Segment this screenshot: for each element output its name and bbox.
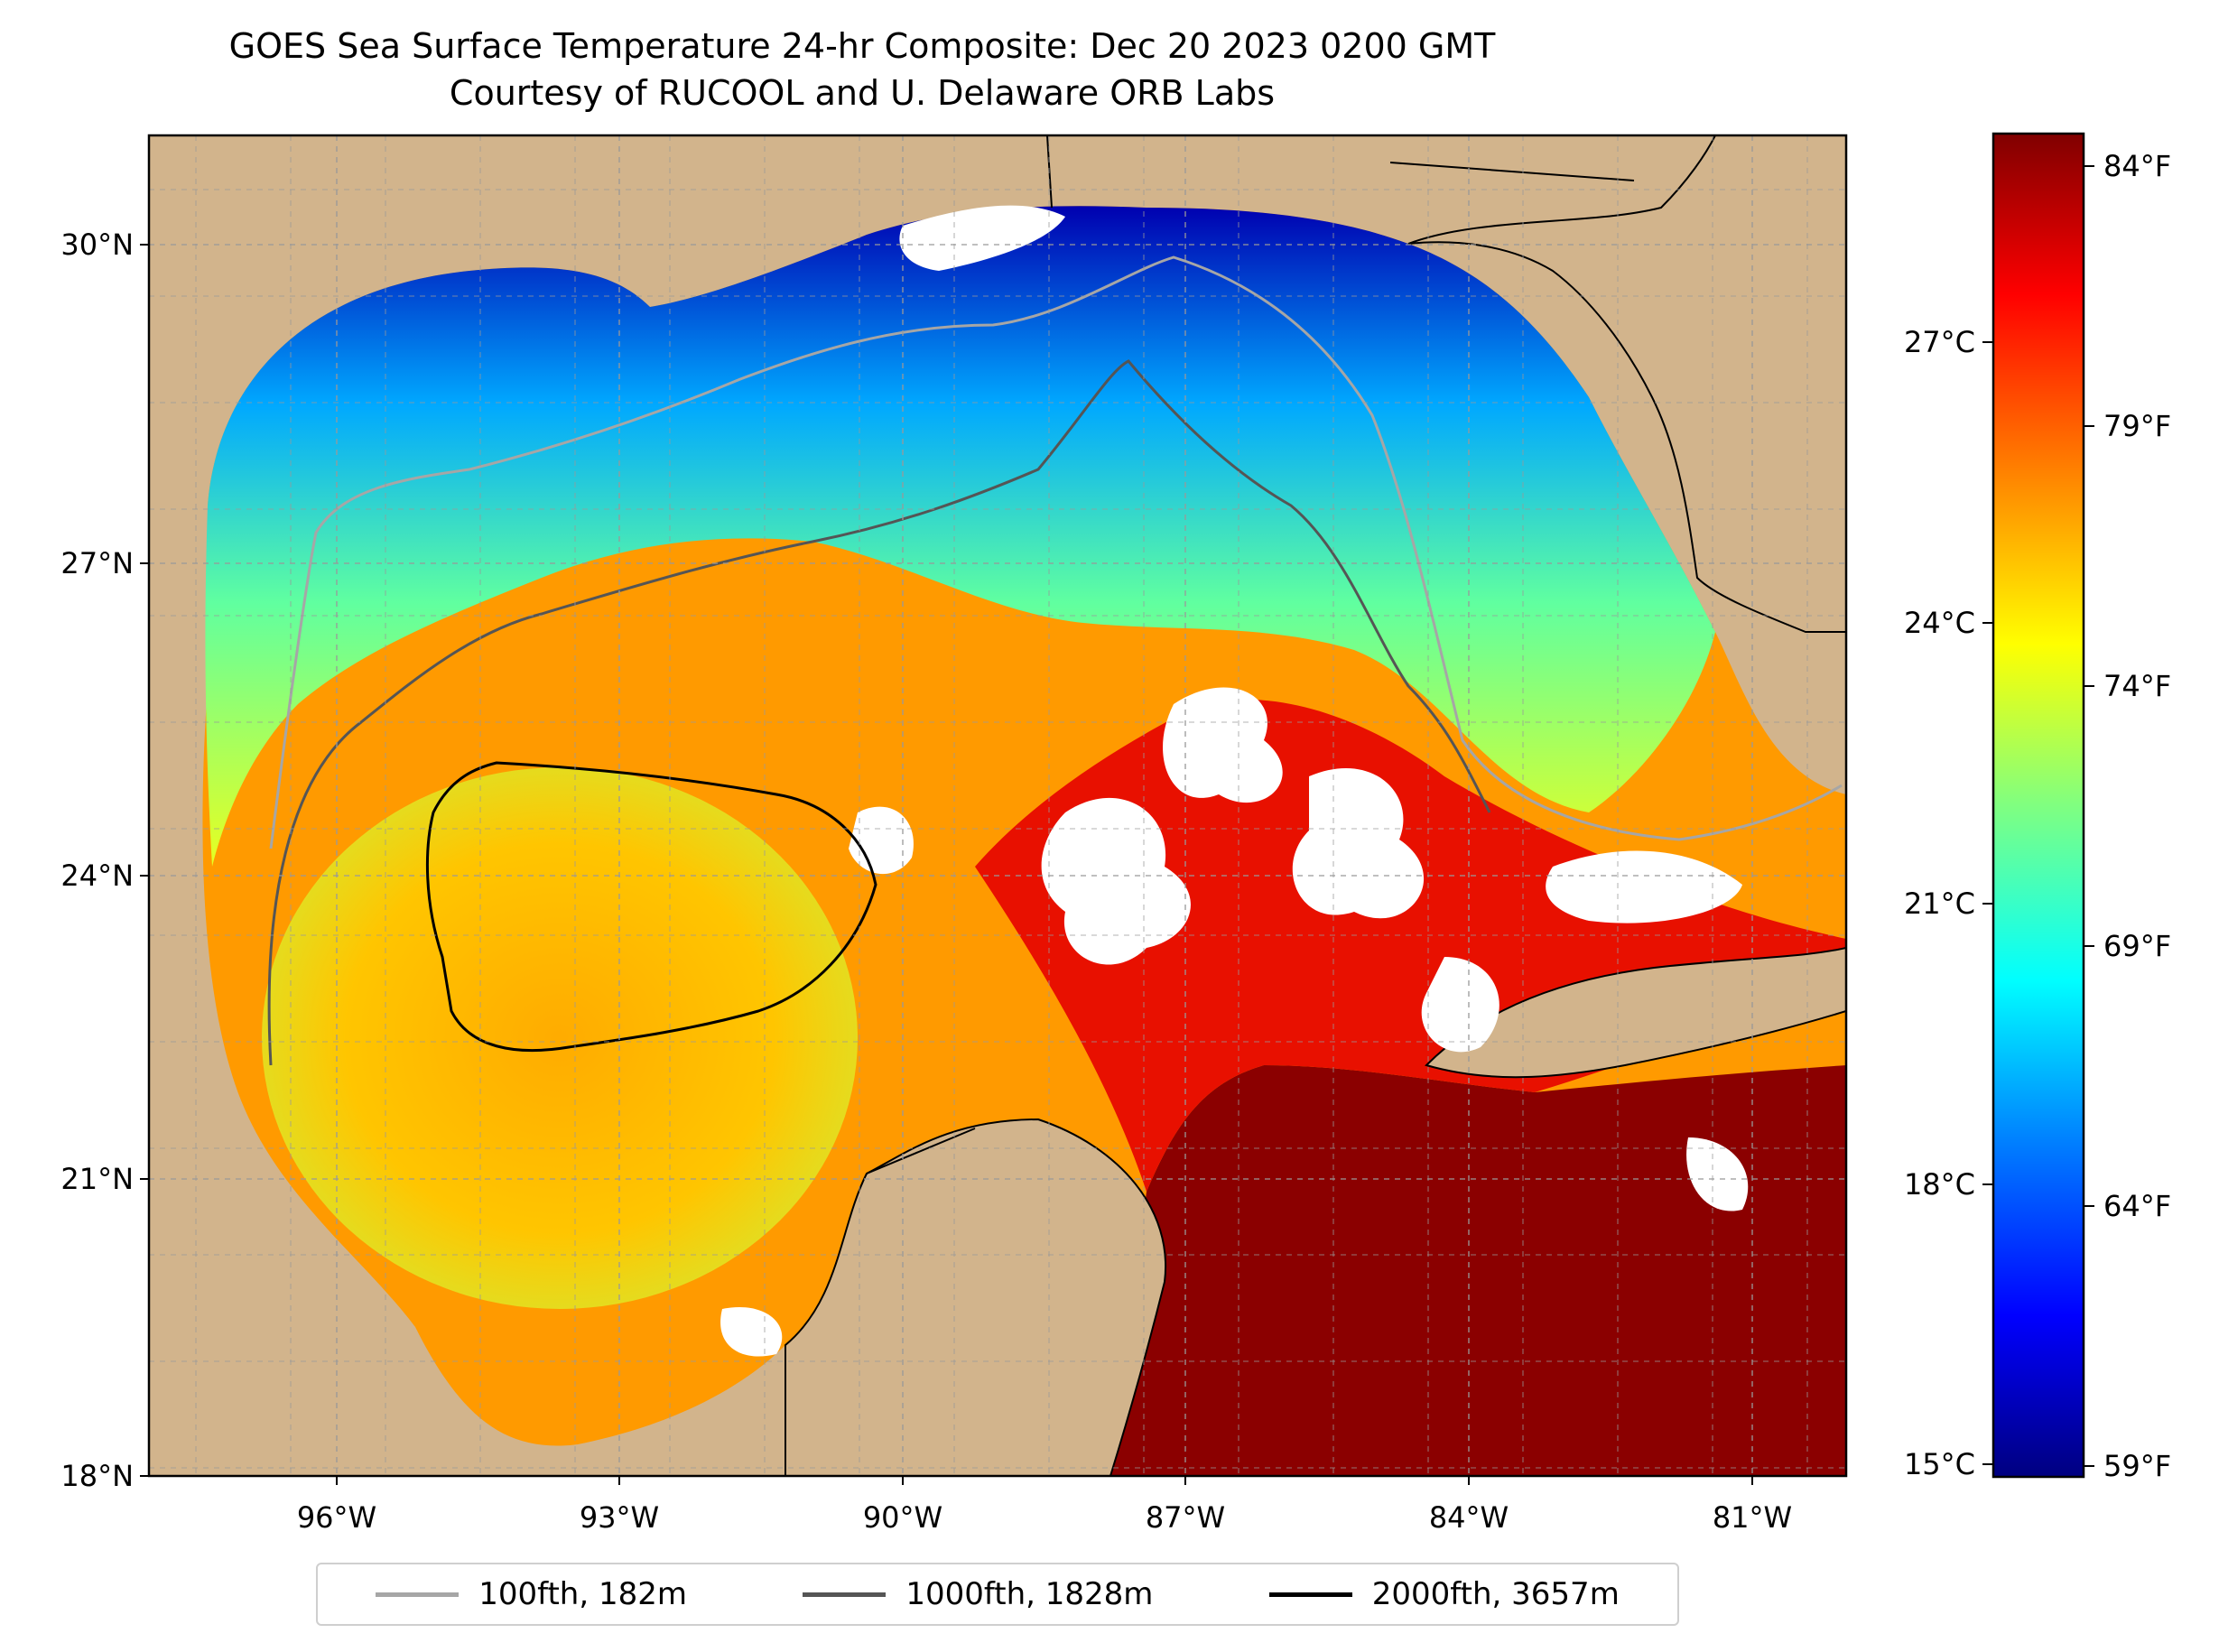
legend-label-1000fth: 1000fth, 1828m [905, 1576, 1154, 1612]
legend-item-1000fth: 1000fth, 1828m [803, 1576, 1153, 1612]
map-ticks: 30°N 27°N 24°N 21°N 18°N 96°W 93°W 90°W 87°W 84°W… [60, 227, 1792, 1535]
loop-current-water [975, 699, 1846, 1192]
celsius-tick-label: 18°C [1904, 1167, 1975, 1202]
colorbar [1992, 132, 2085, 1479]
legend-item-2000fth: 2000fth, 3657m [1268, 1576, 1620, 1612]
celsius-tick-label: 21°C [1904, 886, 1975, 921]
lon-tick-label: 96°W [297, 1500, 376, 1535]
lon-tick-label: 84°W [1429, 1500, 1509, 1535]
graticule [149, 135, 1846, 1476]
lon-tick-label: 87°W [1146, 1500, 1225, 1535]
legend-item-100fth: 100fth, 182m [376, 1576, 687, 1612]
celsius-tick-label: 15°C [1904, 1447, 1975, 1481]
celsius-tick-label: 27°C [1904, 325, 1975, 359]
caribbean-warm-water [1110, 1065, 1846, 1476]
fahrenheit-tick-label: 69°F [2103, 929, 2171, 963]
fahrenheit-tick-label: 74°F [2103, 669, 2171, 703]
celsius-tick-label: 24°C [1904, 606, 1975, 640]
fahrenheit-tick-label: 84°F [2103, 149, 2171, 183]
bathymetry-legend: 100fth, 182m 1000fth, 1828m 2000fth, 365… [316, 1563, 1679, 1626]
fahrenheit-tick-label: 64°F [2103, 1189, 2171, 1223]
map-frame [147, 134, 1848, 1478]
map-subtitle: Courtesy of RUCOOL and U. Delaware ORB L… [449, 73, 1276, 113]
legend-label-2000fth: 2000fth, 3657m [1371, 1576, 1620, 1612]
lat-tick-label: 30°N [60, 227, 134, 262]
lat-tick-label: 27°N [60, 546, 134, 580]
fahrenheit-tick-label: 59°F [2103, 1449, 2171, 1483]
cloud-cover-patches [720, 205, 1749, 1357]
lon-tick-label: 90°W [863, 1500, 942, 1535]
bathymetry-contours [267, 255, 1843, 1066]
legend-line-2000fth [1268, 1592, 1352, 1597]
map-title: GOES Sea Surface Temperature 24-hr Compo… [228, 26, 1496, 66]
fahrenheit-tick-label: 79°F [2103, 409, 2171, 443]
western-warm-region [262, 767, 858, 1309]
florida-peninsula [1407, 135, 1846, 633]
lon-tick-label: 81°W [1713, 1500, 1792, 1535]
lon-tick-label: 93°W [580, 1500, 659, 1535]
lat-tick-label: 21°N [60, 1162, 134, 1196]
lat-tick-label: 24°N [60, 858, 134, 893]
legend-line-100fth [376, 1592, 460, 1597]
contour-2000fth [425, 761, 877, 1053]
map-plot-area [149, 135, 1846, 1476]
northern-shelf-water [205, 206, 1716, 868]
contour-1000fth [267, 359, 1491, 1066]
legend-line-1000fth [803, 1592, 887, 1597]
colorbar-ticks: 27°C 24°C 21°C 18°C 15°C 84°F 79°F 74°F 69°F 64°F… [1904, 149, 2171, 1483]
lat-tick-label: 18°N [60, 1459, 134, 1493]
legend-label-100fth: 100fth, 182m [478, 1576, 687, 1612]
contour-100fth [269, 255, 1843, 849]
yucatan-peninsula [785, 1118, 1167, 1476]
